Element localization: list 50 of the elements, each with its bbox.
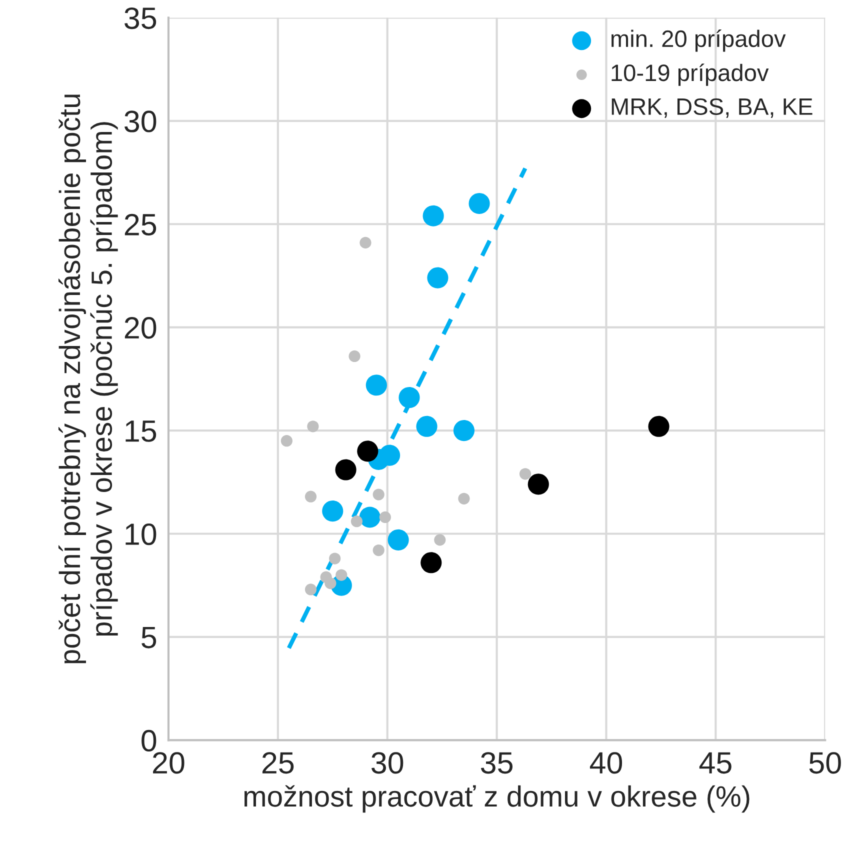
point	[434, 534, 446, 546]
point	[350, 516, 363, 528]
point	[398, 386, 420, 408]
point	[348, 350, 360, 362]
point	[360, 236, 372, 249]
point	[519, 468, 532, 480]
point	[468, 192, 490, 214]
point	[322, 500, 344, 522]
y-tick-label: 35	[124, 7, 156, 30]
x-tick-label: 45	[699, 752, 732, 774]
point	[304, 584, 317, 596]
point	[329, 552, 341, 564]
legend-label: 10-19 prípadov	[612, 64, 769, 86]
point	[307, 420, 319, 432]
x-tick-label: 30	[372, 752, 404, 774]
point	[648, 416, 670, 437]
y-tick-label: 0	[142, 730, 156, 752]
legend-label: min. 20 prípadov	[612, 30, 786, 52]
point	[335, 459, 356, 480]
point	[366, 374, 387, 396]
point	[324, 577, 336, 590]
x-tick-label: 50	[809, 752, 841, 774]
y-tick-label: 30	[124, 110, 156, 132]
y-axis-title: počet dní potrebný na zdvojnásobenie počtu prípadov v okrese (počnúc 5. prípadom)	[58, 94, 118, 664]
y-tick-label: 5	[142, 626, 156, 648]
legend-label: MRK, DSS, BA, KE	[612, 98, 812, 118]
x-tick-label: 35	[480, 752, 513, 774]
point	[372, 488, 384, 500]
point	[379, 511, 391, 524]
point	[357, 440, 378, 462]
point	[458, 492, 470, 504]
x-tick-label: 25	[262, 752, 294, 774]
point	[359, 506, 380, 528]
point	[372, 544, 384, 556]
point	[528, 474, 549, 495]
point	[280, 435, 292, 447]
y-tick-label: 15	[126, 420, 156, 442]
point	[388, 529, 409, 550]
y-tick-label: 25	[124, 214, 156, 236]
y-tick-label: 20	[124, 317, 156, 339]
point	[453, 420, 474, 442]
point	[304, 490, 317, 502]
point	[420, 552, 442, 574]
x-axis-title: možnost pracovať z domu v okrese (%)	[244, 785, 750, 813]
point	[422, 205, 444, 226]
y-tick-label: 10	[126, 523, 156, 546]
point	[416, 416, 438, 437]
point	[427, 267, 448, 288]
x-tick-label: 40	[590, 752, 622, 774]
point	[336, 569, 348, 581]
